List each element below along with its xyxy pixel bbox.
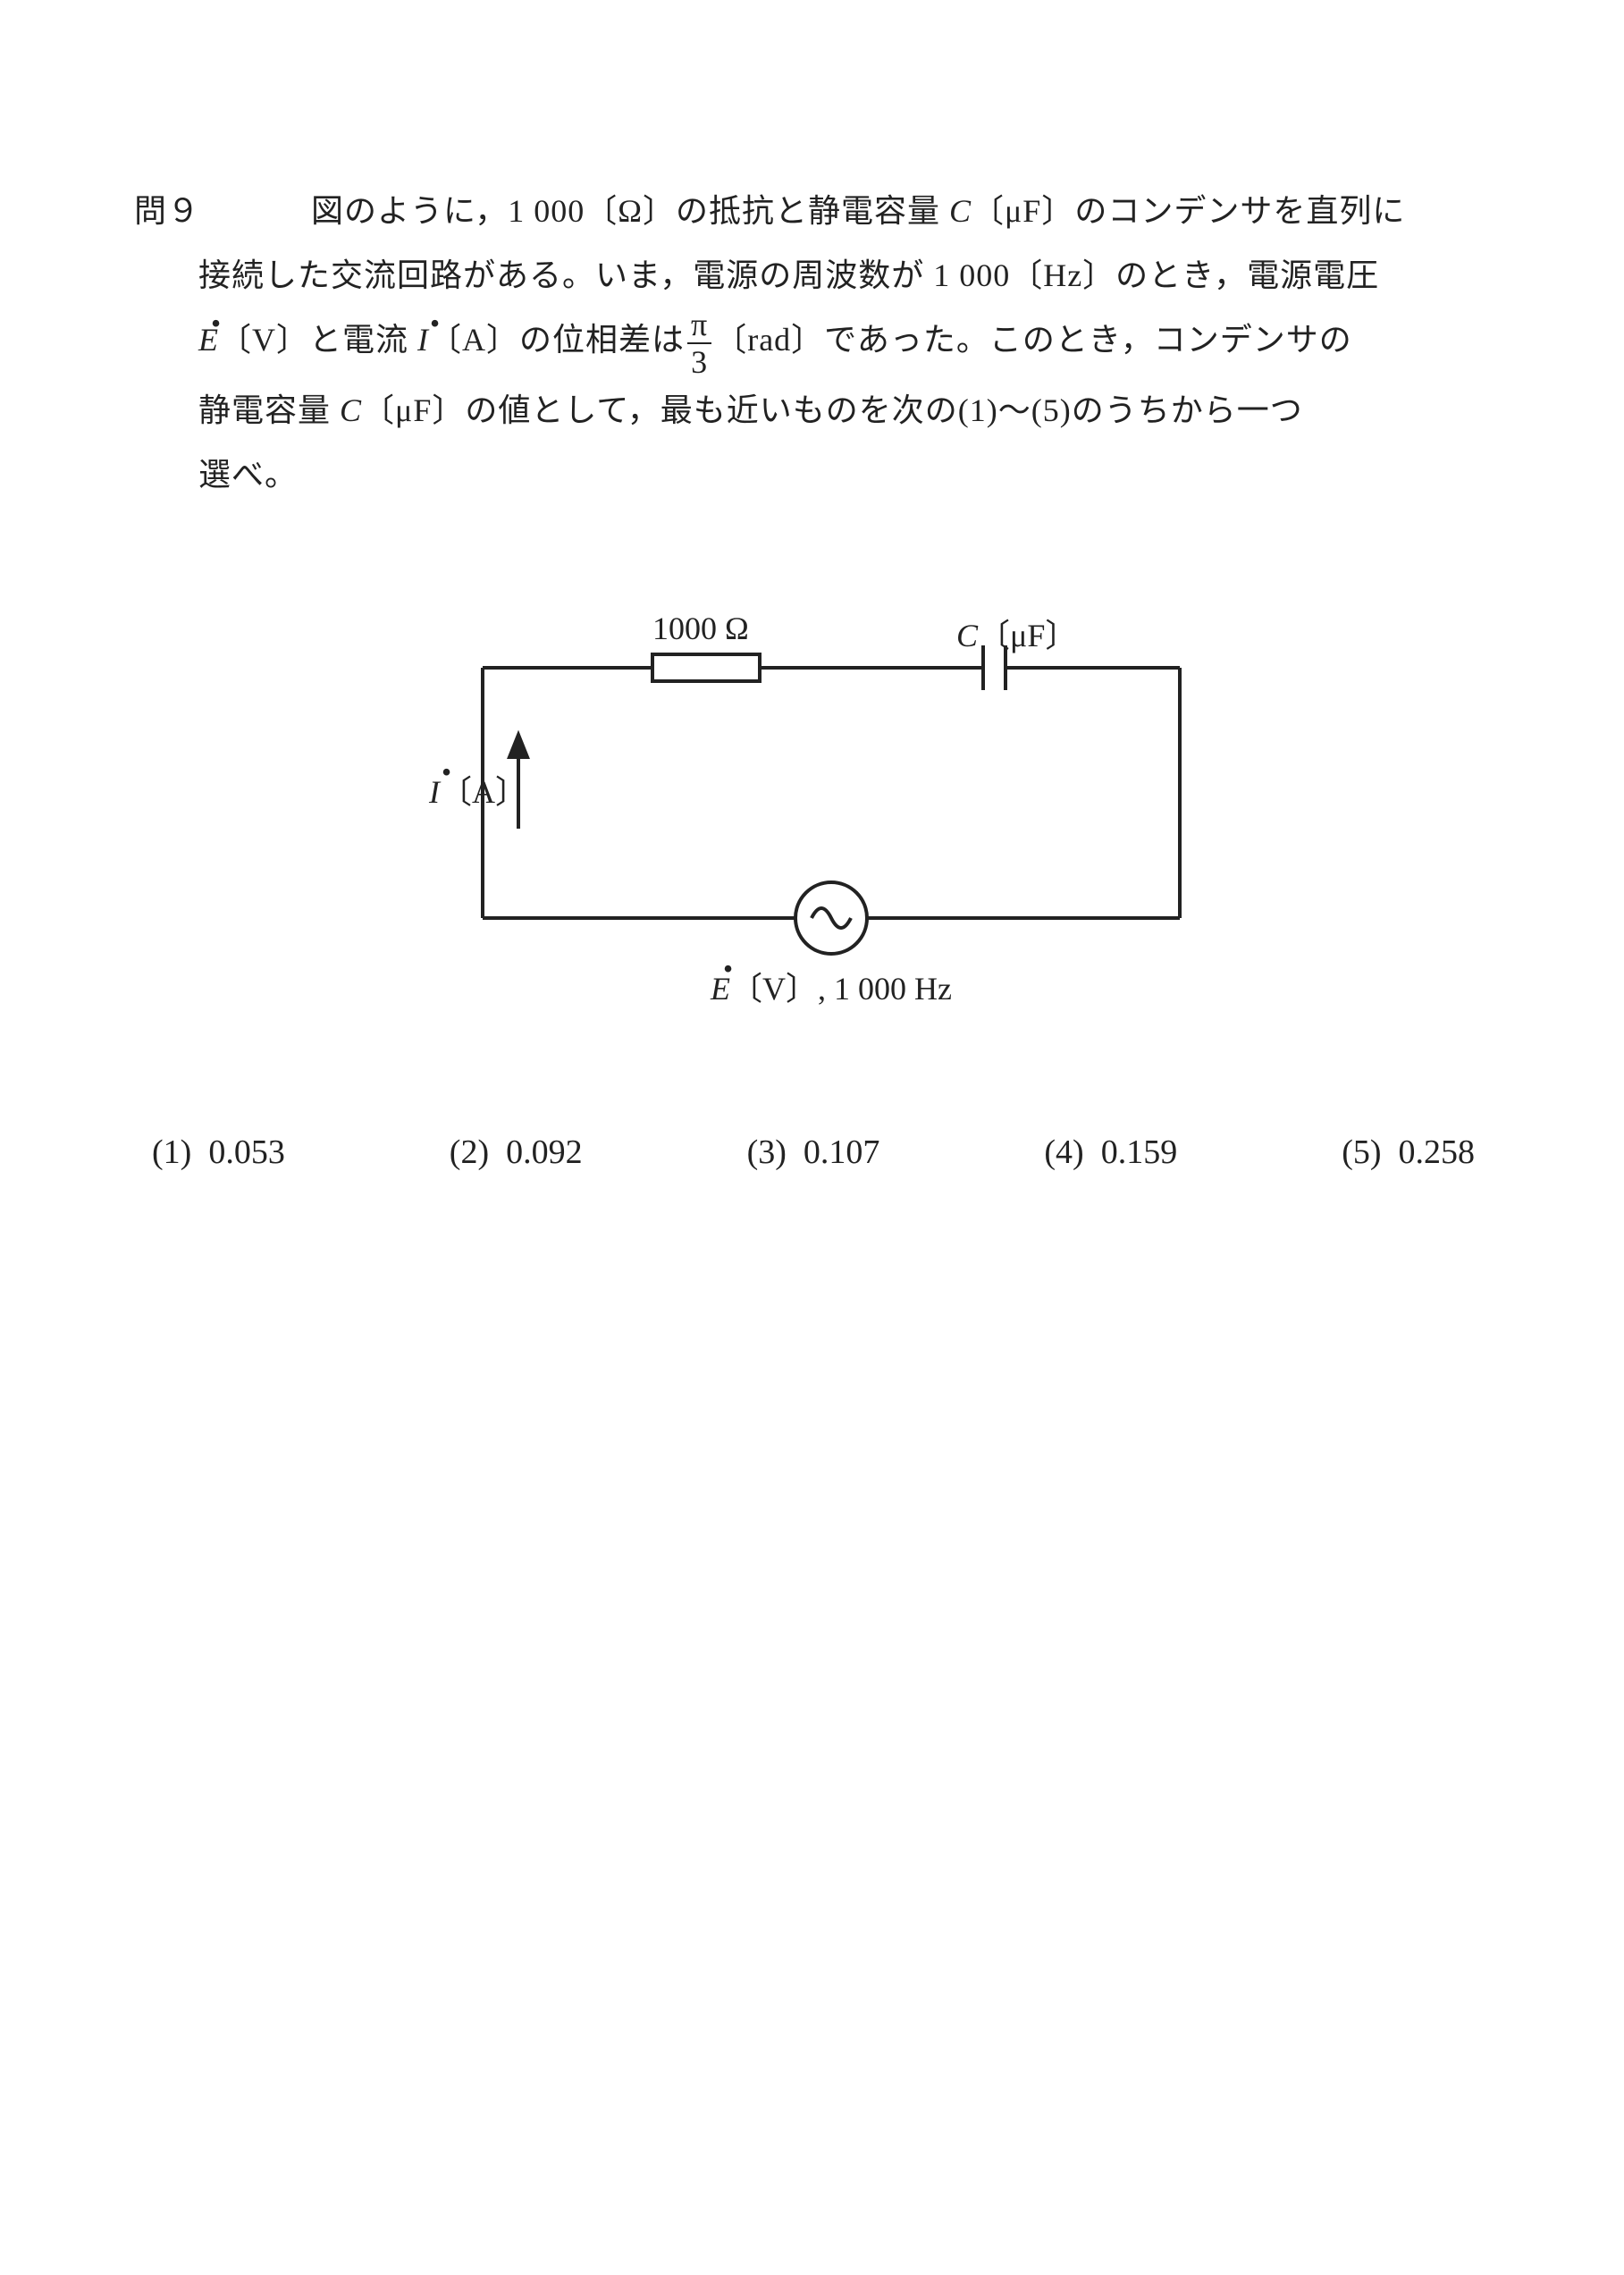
fraction-pi-3: π3 (687, 308, 711, 378)
var-E-dot: E (711, 970, 730, 1007)
numerator: π (687, 308, 711, 344)
resistor-label: 1000 Ω (652, 610, 749, 647)
choice-4: (4) 0.159 (1044, 1133, 1177, 1172)
text: 〔μF〕 (972, 193, 1074, 229)
text-line3: E〔V〕と電流 I〔A〕の位相差はπ3〔rad〕であった。このとき，コンデンサの (198, 308, 1493, 378)
var-C: C (949, 193, 972, 229)
text: 接続した交流回路がある。いま，電源の周波数が 1 000〔Hz〕のとき，電源電圧 (198, 243, 1493, 308)
circuit-diagram: 1000 Ω C〔μF〕 I〔A〕 E〔V〕, 1 000 Hz (322, 560, 1305, 1025)
choice-num: (5) (1342, 1133, 1381, 1171)
choice-val: 0.258 (1399, 1133, 1476, 1171)
text: 静電容量 (198, 392, 340, 428)
text: 図のように，1 000〔Ω〕の抵抗と静電容量 (311, 193, 949, 229)
choice-val: 0.053 (208, 1133, 285, 1171)
choice-val: 0.092 (506, 1133, 583, 1171)
choice-num: (3) (747, 1133, 787, 1171)
var-C: C (956, 618, 978, 653)
answer-choices: (1) 0.053 (2) 0.092 (3) 0.107 (4) 0.159 … (134, 1133, 1493, 1172)
choice-5: (5) 0.258 (1342, 1133, 1475, 1172)
text: のコンデンサを直列に (1074, 193, 1405, 229)
text: の位相差は (519, 322, 685, 358)
choice-1: (1) 0.053 (152, 1133, 285, 1172)
choice-2: (2) 0.092 (450, 1133, 583, 1172)
var-I-dot: I (429, 773, 440, 811)
var-C: C (340, 392, 362, 428)
text: 〔μF〕の値として，最も近いものを次の(1)～(5)のうちから一つ (362, 392, 1303, 428)
denominator: 3 (687, 344, 711, 378)
var-E-dot: E (198, 308, 219, 372)
var-I-dot: I (417, 308, 429, 372)
capacitor-label: C〔μF〕 (956, 610, 1077, 656)
text: と電流 (309, 322, 417, 358)
text: 〔rad〕であった。このとき，コンデンサの (714, 322, 1352, 358)
page: 問９図のように，1 000〔Ω〕の抵抗と静電容量 C〔μF〕のコンデンサを直列に… (134, 179, 1493, 1172)
text: 選べ。 (198, 442, 1493, 507)
choice-3: (3) 0.107 (747, 1133, 880, 1172)
choice-num: (4) (1044, 1133, 1083, 1171)
text: 〔V〕 (219, 322, 309, 358)
text-line4: 静電容量 C〔μF〕の値として，最も近いものを次の(1)～(5)のうちから一つ (198, 378, 1493, 442)
source-label: E〔V〕, 1 000 Hz (711, 963, 952, 1009)
text: 〔V〕, 1 000 Hz (730, 971, 952, 1007)
problem-text: 問９図のように，1 000〔Ω〕の抵抗と静電容量 C〔μF〕のコンデンサを直列に… (134, 179, 1493, 507)
problem-label: 問９ (134, 179, 311, 243)
choice-val: 0.159 (1101, 1133, 1178, 1171)
choice-num: (2) (450, 1133, 489, 1171)
text: 〔μF〕 (978, 618, 1077, 653)
choice-num: (1) (152, 1133, 191, 1171)
choice-val: 0.107 (804, 1133, 880, 1171)
current-label: I〔A〕 (429, 766, 527, 813)
